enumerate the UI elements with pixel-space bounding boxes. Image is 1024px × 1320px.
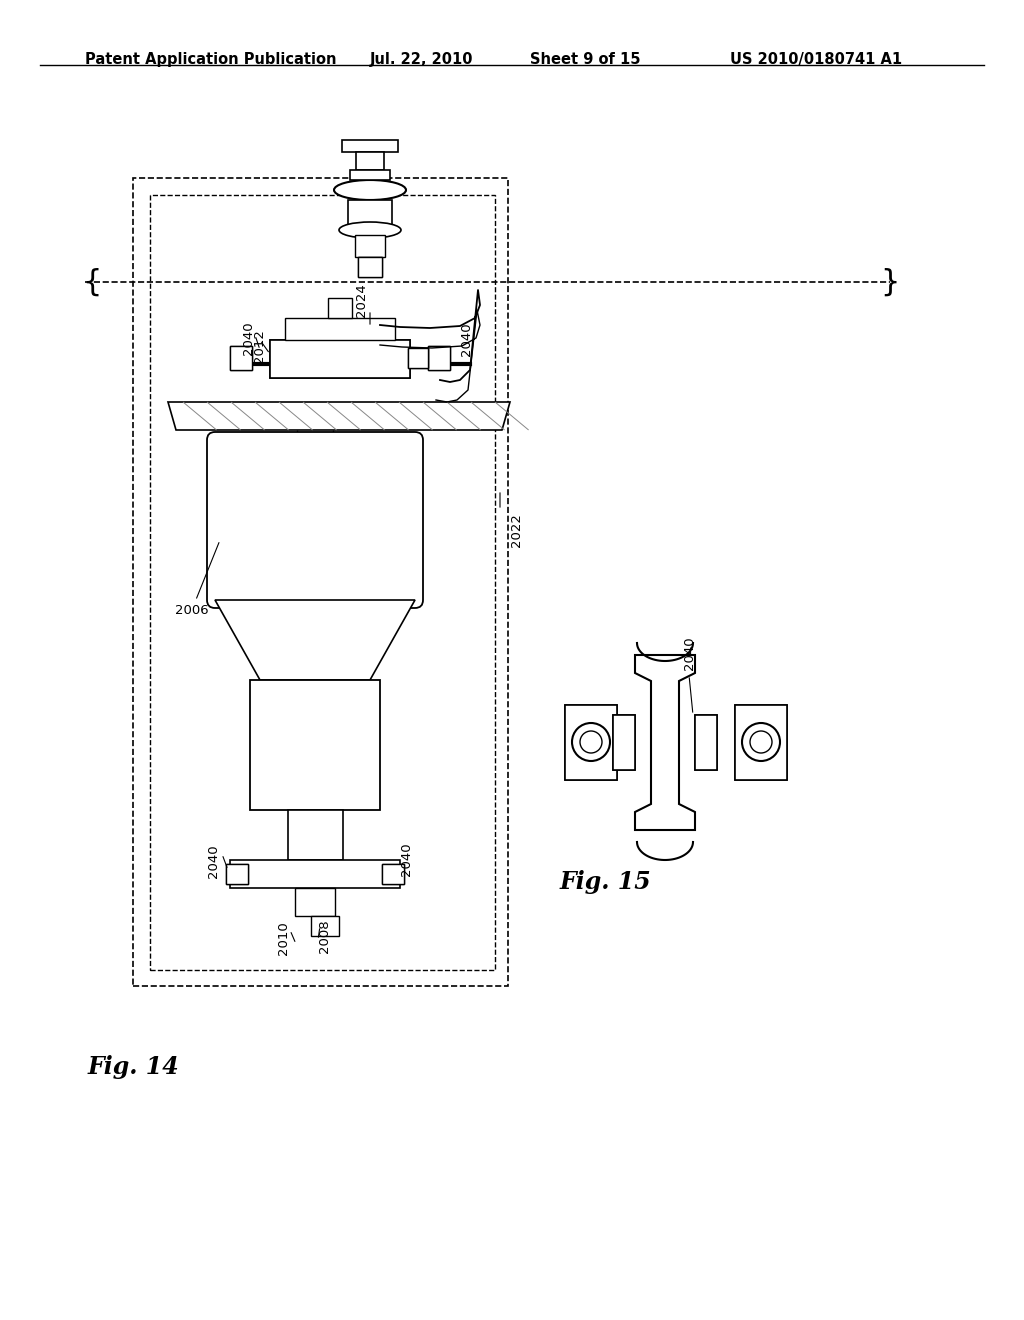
Text: 2040: 2040	[460, 322, 473, 356]
Bar	[382, 865, 404, 884]
Bar	[613, 715, 635, 770]
Ellipse shape	[339, 222, 401, 238]
Bar	[285, 318, 395, 341]
Bar	[358, 257, 382, 277]
Text: US 2010/0180741 A1: US 2010/0180741 A1	[730, 51, 902, 67]
Bar	[295, 888, 335, 916]
Bar	[270, 341, 410, 378]
Text: 2040: 2040	[400, 842, 413, 876]
Bar	[328, 298, 352, 318]
Bar	[408, 348, 428, 368]
Bar	[311, 916, 339, 936]
Text: Sheet 9 of 15: Sheet 9 of 15	[530, 51, 640, 67]
Polygon shape	[635, 655, 695, 830]
Bar	[226, 865, 248, 884]
Circle shape	[580, 731, 602, 752]
Bar	[613, 715, 635, 770]
Text: 2024: 2024	[355, 282, 368, 317]
Circle shape	[742, 723, 780, 762]
Bar	[695, 715, 717, 770]
Bar	[408, 348, 428, 368]
Bar	[565, 705, 617, 780]
Bar	[348, 201, 392, 224]
Text: Patent Application Publication: Patent Application Publication	[85, 51, 337, 67]
Bar	[735, 705, 787, 780]
Bar	[288, 810, 343, 861]
Text: Fig. 15: Fig. 15	[560, 870, 651, 894]
Text: 2006: 2006	[175, 543, 219, 616]
Bar	[613, 715, 635, 770]
Bar	[250, 680, 380, 810]
Bar	[226, 865, 248, 884]
Bar	[350, 170, 390, 180]
Bar	[226, 865, 248, 884]
Bar	[695, 715, 717, 770]
Bar	[355, 235, 385, 257]
Bar	[735, 705, 787, 780]
Polygon shape	[168, 403, 510, 430]
Text: 2040: 2040	[207, 845, 220, 878]
Bar	[270, 341, 410, 378]
Text: 2040: 2040	[683, 636, 696, 671]
Text: 2012: 2012	[253, 329, 266, 363]
Circle shape	[750, 731, 772, 752]
Bar	[133, 178, 508, 986]
Polygon shape	[215, 601, 415, 680]
Bar	[428, 346, 450, 370]
Bar	[408, 348, 428, 368]
Text: Jul. 22, 2010: Jul. 22, 2010	[370, 51, 473, 67]
Text: 2040: 2040	[242, 321, 255, 355]
Text: 2010: 2010	[278, 921, 290, 954]
Bar	[382, 865, 404, 884]
Bar	[735, 705, 787, 780]
Bar	[230, 346, 252, 370]
Text: Fig. 14: Fig. 14	[88, 1055, 180, 1078]
Bar	[342, 140, 398, 152]
Bar	[270, 341, 410, 378]
Bar	[230, 346, 252, 370]
Bar	[428, 346, 450, 370]
Bar	[356, 152, 384, 170]
Bar	[428, 346, 450, 370]
Text: 2008: 2008	[318, 919, 331, 953]
Bar	[565, 705, 617, 780]
Text: {: {	[82, 268, 101, 297]
Text: 2022: 2022	[510, 513, 523, 546]
Bar	[150, 195, 495, 970]
Ellipse shape	[334, 180, 406, 201]
Bar	[382, 865, 404, 884]
Bar	[230, 346, 252, 370]
Text: }: }	[880, 268, 899, 297]
Bar	[230, 861, 400, 888]
Bar	[358, 257, 382, 277]
Circle shape	[572, 723, 610, 762]
Bar	[565, 705, 617, 780]
FancyBboxPatch shape	[207, 432, 423, 609]
Bar	[358, 257, 382, 277]
Bar	[695, 715, 717, 770]
